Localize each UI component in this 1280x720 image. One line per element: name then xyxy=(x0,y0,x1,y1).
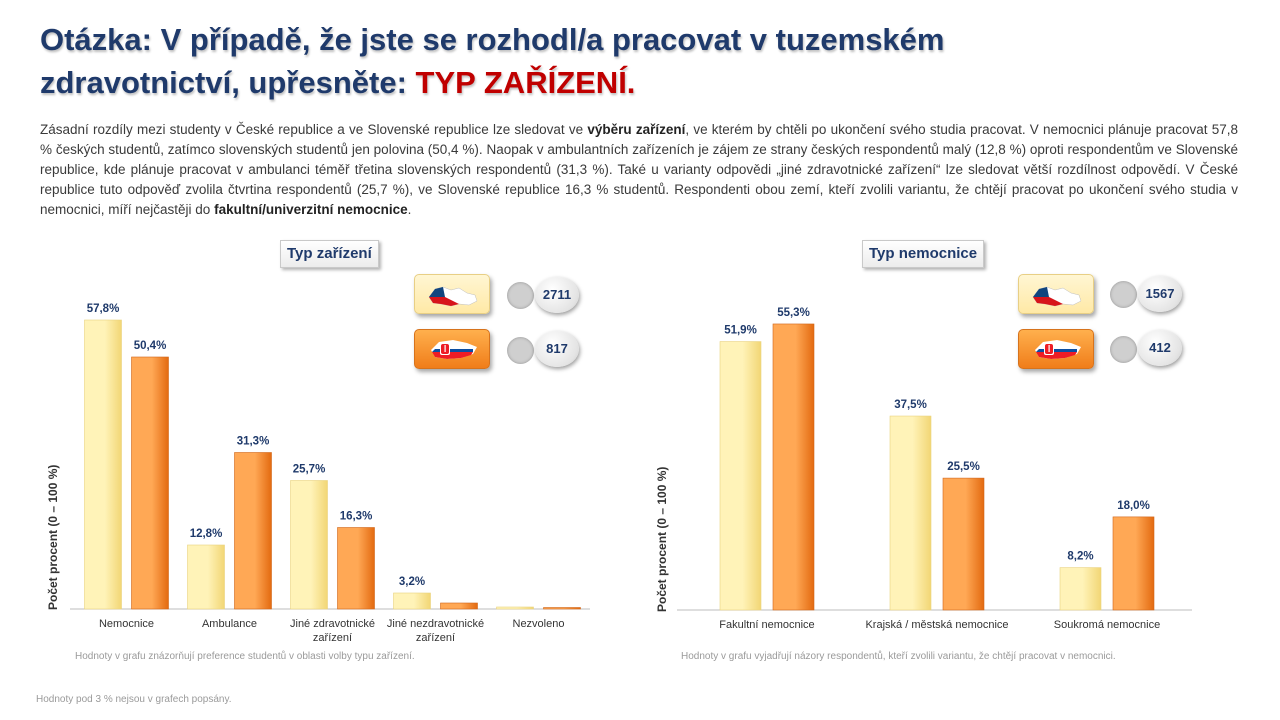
bar-sk-3 xyxy=(440,602,478,610)
cz-respondents-count-left: 2711 xyxy=(535,277,579,313)
student-icon xyxy=(1110,336,1137,363)
bar-value-label: 25,5% xyxy=(947,461,980,473)
x-tick-label: Jiné nezdravotnické xyxy=(387,618,484,630)
page-title: Otázka: V případě, že jste se rozhodl/a … xyxy=(40,18,1140,104)
bar-value-label: 51,9% xyxy=(724,325,757,337)
intro-bold-2: fakultní/univerzitní nemocnice xyxy=(214,202,408,217)
bar-cz-2 xyxy=(290,480,328,610)
intro-text-1: Zásadní rozdíly mezi studenty v České re… xyxy=(40,122,588,137)
bar-sk-2 xyxy=(1112,516,1155,611)
chart-note-left: Hodnoty v grafu znázorňují preference st… xyxy=(75,651,415,662)
bar-value-label: 55,3% xyxy=(777,307,810,319)
x-tick-label: Krajská / městská nemocnice xyxy=(865,619,1008,631)
x-tick-label: Nemocnice xyxy=(99,618,154,630)
bar-cz-0 xyxy=(719,341,762,611)
bar-cz-0 xyxy=(84,319,122,610)
bar-value-label: 18,0% xyxy=(1117,500,1150,512)
bar-sk-1 xyxy=(942,477,985,611)
bar-value-label: 37,5% xyxy=(894,399,927,411)
bar-chart-right: 51,9% 55,3% Fakultní nemocnice 37,5% 25,5% Kr… xyxy=(677,307,1192,631)
footnote: Hodnoty pod 3 % nejsou v grafech popsány… xyxy=(36,694,232,705)
bar-value-label: 57,8% xyxy=(87,303,120,315)
student-icon xyxy=(507,337,534,364)
x-tick-label: Fakultní nemocnice xyxy=(719,619,814,631)
czech-flag-icon xyxy=(414,274,490,314)
bar-chart-left: 57,8% 50,4% Nemocnice 12,8% 31,3% Ambulance 25… xyxy=(70,303,590,644)
bar-cz-3 xyxy=(393,592,431,610)
slovak-flag-icon xyxy=(1018,329,1094,369)
student-icon xyxy=(507,282,534,309)
bar-value-label: 31,3% xyxy=(237,436,270,448)
bar-sk-2 xyxy=(337,527,375,610)
bar-cz-2 xyxy=(1059,567,1102,611)
intro-bold-1: výběru zařízení xyxy=(587,122,686,137)
chart-note-right: Hodnoty v grafu vyjadřují názory respond… xyxy=(681,651,1116,662)
student-icon xyxy=(1110,281,1137,308)
title-accent: TYP ZAŘÍZENÍ. xyxy=(415,65,636,100)
bar-value-label: 16,3% xyxy=(340,511,373,523)
x-tick-label: zařízení xyxy=(416,632,455,644)
intro-text-3: . xyxy=(407,202,412,217)
bar-sk-0 xyxy=(772,323,815,611)
chart-title-left: Typ zařízení xyxy=(280,240,379,268)
bar-cz-1 xyxy=(889,415,932,611)
chart-title-right: Typ nemocnice xyxy=(862,240,985,268)
bar-value-label: 25,7% xyxy=(293,464,326,476)
sk-respondents-count-left: 817 xyxy=(535,331,579,367)
bar-value-label: 50,4% xyxy=(134,340,167,352)
intro-text-2: , ve kterém by chtěli po ukončení svého … xyxy=(40,122,1238,217)
cz-respondents-count-right: 1567 xyxy=(1138,276,1182,312)
x-tick-label: zařízení xyxy=(313,632,352,644)
bar-sk-0 xyxy=(131,356,169,610)
bar-sk-4 xyxy=(543,607,581,610)
bar-value-label: 8,2% xyxy=(1067,551,1093,563)
intro-paragraph: Zásadní rozdíly mezi studenty v České re… xyxy=(40,120,1238,220)
x-tick-label: Jiné zdravotnické xyxy=(290,618,375,630)
czech-flag-icon xyxy=(1018,274,1094,314)
title-main: Otázka: V případě, že jste se rozhodl/a … xyxy=(40,22,945,100)
bar-sk-1 xyxy=(234,452,272,610)
slovak-flag-icon xyxy=(414,329,490,369)
x-tick-label: Ambulance xyxy=(202,618,257,630)
bar-cz-4 xyxy=(496,606,534,610)
sk-respondents-count-right: 412 xyxy=(1138,330,1182,366)
bar-cz-1 xyxy=(187,544,225,610)
bar-value-label: 12,8% xyxy=(190,528,223,540)
bar-value-label: 3,2% xyxy=(399,576,425,588)
x-tick-label: Nezvoleno xyxy=(513,618,565,630)
x-tick-label: Soukromá nemocnice xyxy=(1054,619,1160,631)
